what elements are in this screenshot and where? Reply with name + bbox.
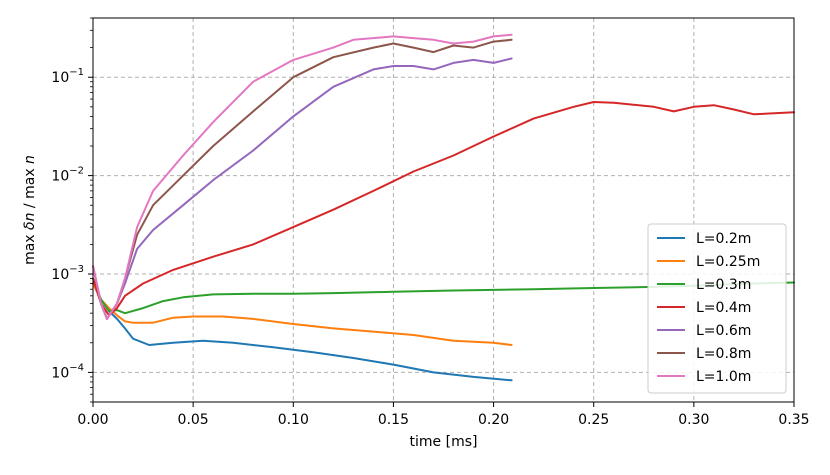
x-axis-label: time [ms]	[410, 434, 478, 450]
legend: L=0.2m L=0.25m L=0.3m L=0.4m L=0.6m L=0.8m L=1…	[647, 223, 787, 394]
x-tick-label: 0.00	[77, 412, 108, 428]
plot-frame	[92, 17, 795, 403]
series-line	[92, 101, 795, 317]
y-axis: 10−4 10−3 10−2 10−1	[51, 17, 93, 403]
y-axis-label-part-4: n	[22, 155, 38, 164]
legend-label: L=0.2m	[696, 231, 751, 247]
x-tick-label: 0.30	[678, 412, 709, 428]
y-axis-label-part-2: δn	[22, 213, 38, 230]
series-line	[92, 282, 513, 382]
x-tick-label: 0.05	[178, 412, 209, 428]
legend-label: L=1.0m	[696, 369, 751, 385]
legend-box	[647, 223, 787, 394]
y-tick-label: 10−1	[51, 67, 84, 86]
x-tick-label: 0.10	[278, 412, 309, 428]
legend-label: L=0.25m	[696, 254, 760, 270]
y-axis-label: max δn / max n	[22, 155, 38, 265]
y-tick-label: 10−4	[51, 362, 84, 381]
series-layer	[92, 33, 795, 382]
x-tick-label: 0.15	[378, 412, 409, 428]
y-tick-label: 10−3	[51, 264, 84, 283]
series-line	[92, 277, 795, 315]
legend-label: L=0.6m	[696, 323, 751, 339]
y-tick-label: 10−2	[51, 166, 84, 185]
legend-label: L=0.8m	[696, 346, 751, 362]
x-tick-label: 0.20	[478, 412, 509, 428]
x-tick-label: 0.25	[578, 412, 609, 428]
x-tick-label: 0.35	[778, 412, 809, 428]
y-axis-label-part-1: max	[22, 230, 38, 265]
x-axis: 0.00 0.05 0.10 0.15 0.20 0.25 0.30 0.35	[77, 402, 810, 428]
legend-label: L=0.3m	[696, 277, 751, 293]
series-line	[92, 282, 513, 346]
series-line	[92, 33, 513, 320]
y-axis-label-part-3: / max	[22, 164, 38, 213]
legend-label: L=0.4m	[696, 300, 751, 316]
